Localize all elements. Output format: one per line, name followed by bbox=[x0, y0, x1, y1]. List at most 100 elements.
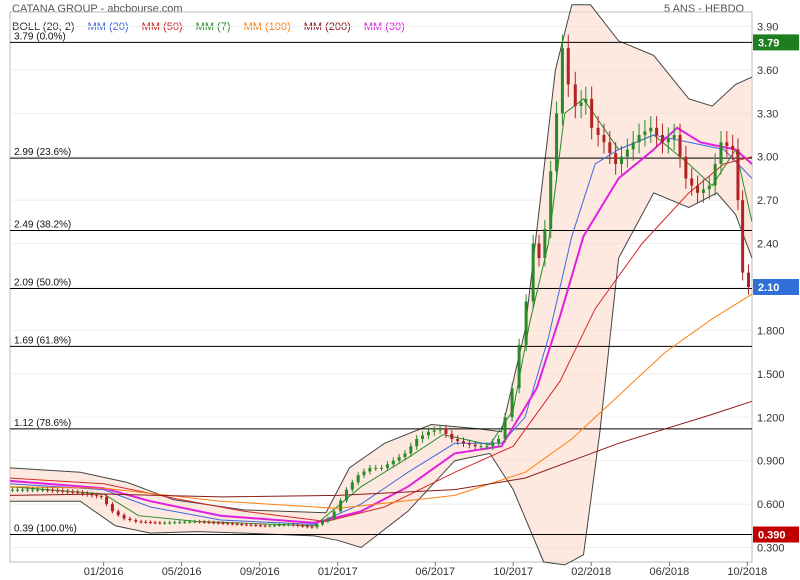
candle-body bbox=[110, 504, 114, 512]
candle-body bbox=[26, 489, 30, 491]
candle-body bbox=[332, 511, 336, 519]
candle-body bbox=[432, 430, 436, 432]
ma-line-100 bbox=[9, 293, 753, 509]
candle-body bbox=[566, 48, 570, 85]
ma-line-50 bbox=[9, 156, 753, 523]
candle-body bbox=[362, 471, 366, 476]
candle-body bbox=[426, 431, 430, 436]
candle-body bbox=[128, 518, 132, 521]
candle-body bbox=[202, 521, 206, 523]
ma-line-200 bbox=[9, 400, 753, 498]
candle-body bbox=[690, 178, 694, 186]
candle-body bbox=[666, 138, 670, 143]
legend-boll: BOLL (20, 2) bbox=[12, 21, 75, 33]
candle-body bbox=[320, 521, 324, 525]
candle-body bbox=[287, 524, 291, 526]
candle-body bbox=[444, 428, 448, 434]
ma-line-7 bbox=[9, 98, 753, 527]
candle-body bbox=[16, 489, 20, 491]
candle-body bbox=[268, 525, 272, 527]
legend-mm100: MM (100) bbox=[243, 21, 291, 33]
x-tick-label: 06/2018 bbox=[649, 566, 689, 578]
candle-body bbox=[66, 491, 70, 493]
candle-body bbox=[350, 482, 354, 490]
legend-mm50: MM (50) bbox=[141, 21, 183, 33]
candle-body bbox=[95, 495, 99, 497]
candle-body bbox=[719, 142, 723, 164]
candle-body bbox=[450, 433, 454, 439]
candle-body bbox=[21, 489, 25, 491]
candle-body bbox=[573, 84, 577, 107]
candle-body bbox=[207, 522, 211, 524]
candle-body bbox=[549, 171, 553, 230]
candle-body bbox=[555, 113, 559, 172]
candle-body bbox=[344, 489, 348, 501]
bollinger-band-area bbox=[10, 4, 752, 565]
candle-body bbox=[122, 514, 126, 519]
price-badge bbox=[753, 34, 799, 51]
candle-body bbox=[391, 460, 395, 465]
candle-body bbox=[397, 457, 401, 461]
price-badge bbox=[753, 526, 799, 543]
price-badge-label: 0.390 bbox=[758, 530, 786, 542]
candle-body bbox=[684, 156, 688, 179]
bollinger-lower bbox=[10, 192, 753, 566]
legend-mm7: MM (7) bbox=[195, 21, 231, 33]
candle-body bbox=[139, 521, 143, 523]
legend-mm30: MM (30) bbox=[363, 21, 405, 33]
candle-body bbox=[649, 127, 653, 132]
candle-body bbox=[254, 524, 258, 526]
candle-body bbox=[614, 153, 618, 164]
candle-body bbox=[301, 525, 305, 527]
candle-body bbox=[230, 523, 234, 525]
candle-body bbox=[99, 496, 103, 497]
candle-body bbox=[517, 344, 521, 389]
candle-body bbox=[244, 524, 248, 526]
fibonacci-label: 1.12 (78.6%) bbox=[14, 418, 71, 429]
y-tick-label: 0.300 bbox=[757, 543, 785, 555]
candle-body bbox=[153, 522, 157, 524]
candle-body bbox=[56, 490, 60, 492]
candle-body bbox=[61, 490, 65, 492]
candle-body bbox=[240, 524, 244, 526]
candle-body bbox=[625, 149, 629, 157]
candle-body bbox=[524, 301, 528, 345]
candle-body bbox=[326, 518, 330, 522]
candle-body bbox=[315, 524, 319, 528]
legend-mm20: MM (20) bbox=[87, 21, 129, 33]
candle-body bbox=[90, 494, 94, 496]
candle-body bbox=[485, 446, 489, 448]
y-tick-label: 2.40 bbox=[757, 239, 778, 251]
candle-body bbox=[226, 523, 230, 525]
y-tick-label: 0.600 bbox=[757, 499, 785, 511]
fibonacci-label: 1.69 (61.8%) bbox=[14, 335, 71, 346]
candle-body bbox=[71, 491, 75, 493]
candle-body bbox=[655, 127, 659, 136]
legend: BOLL (20, 2) MM (20) MM (50) MM (7) MM (… bbox=[12, 21, 415, 33]
price-badge-label: 2.10 bbox=[758, 282, 779, 294]
candle-body bbox=[11, 489, 15, 491]
fibonacci-label: 2.09 (50.0%) bbox=[14, 277, 71, 288]
candle-body bbox=[221, 522, 225, 524]
candle-body bbox=[51, 490, 55, 492]
y-tick-label: 3.90 bbox=[757, 21, 778, 33]
candle-body bbox=[173, 522, 177, 524]
candle-body bbox=[503, 417, 507, 439]
candle-body bbox=[537, 243, 541, 259]
candle-body bbox=[148, 522, 152, 524]
y-tick-label: 0.900 bbox=[757, 456, 785, 468]
candle-body bbox=[144, 521, 148, 523]
candle-body bbox=[31, 489, 35, 491]
candle-body bbox=[134, 520, 138, 522]
y-tick-label: 1.200 bbox=[757, 412, 785, 424]
candle-body bbox=[637, 135, 641, 143]
candle-body bbox=[249, 524, 253, 526]
candle-body bbox=[282, 524, 286, 526]
candle-body bbox=[456, 438, 460, 442]
candle-body bbox=[277, 524, 281, 526]
candle-body bbox=[158, 522, 162, 524]
candle-body bbox=[467, 443, 471, 445]
candle-body bbox=[36, 489, 40, 491]
y-tick-label: 1.500 bbox=[757, 369, 785, 381]
y-tick-label: 3.00 bbox=[757, 152, 778, 164]
